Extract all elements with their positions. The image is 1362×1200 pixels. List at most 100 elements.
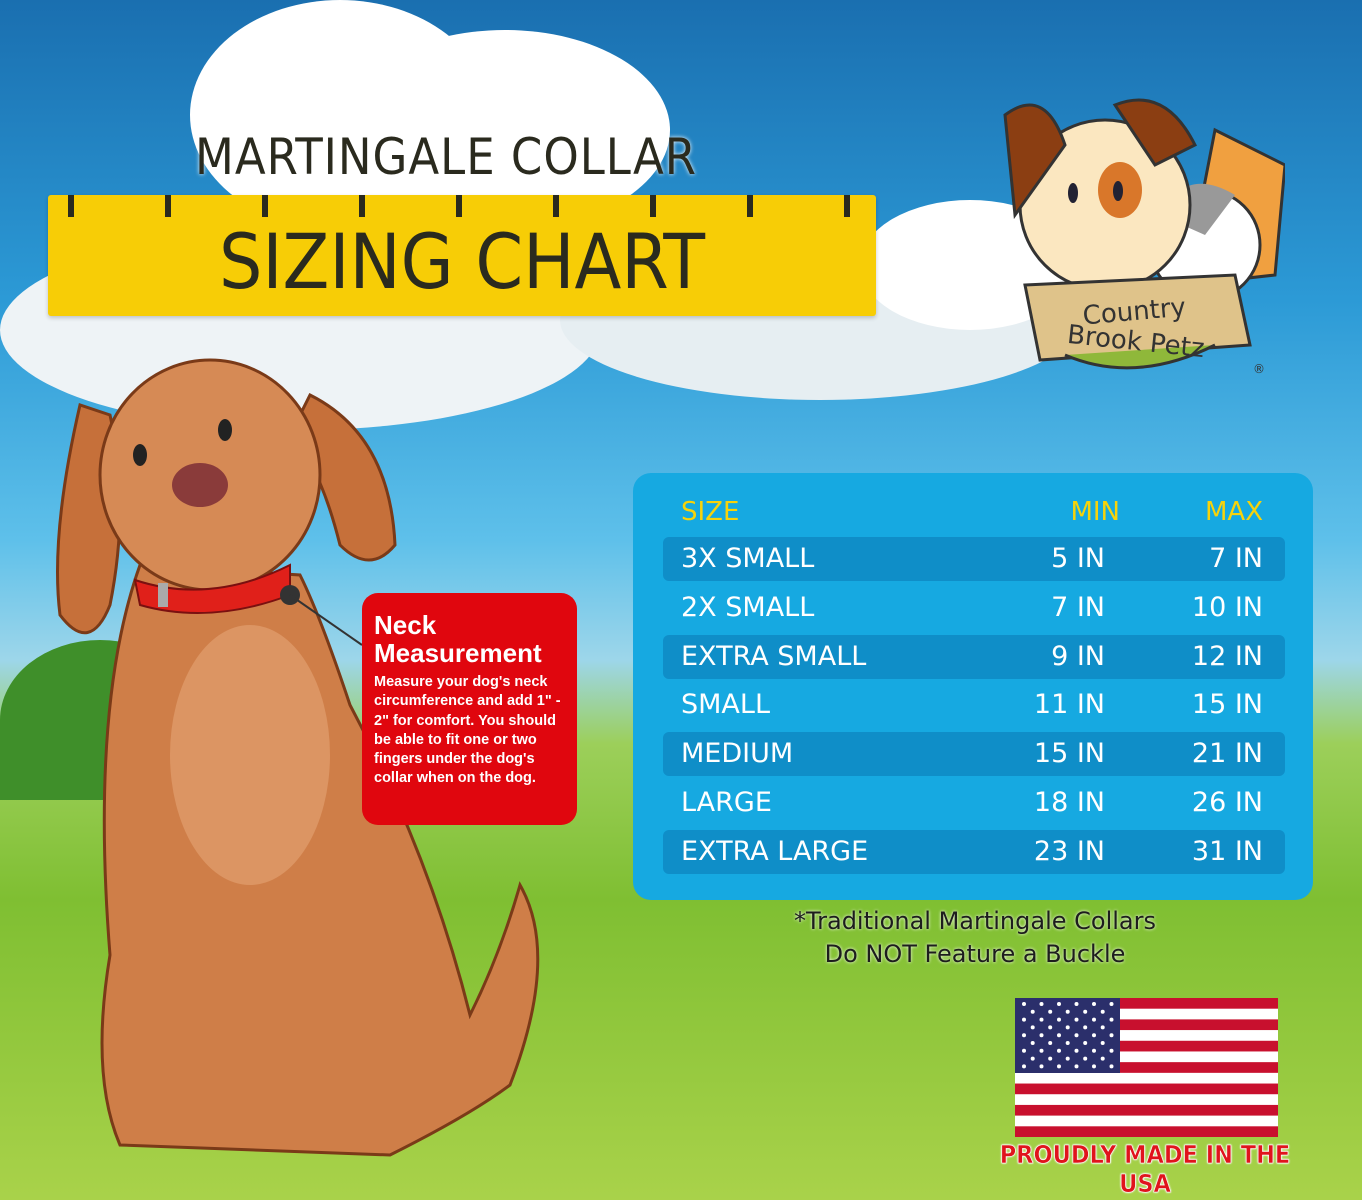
flag-star (1100, 1056, 1105, 1061)
flag-star (1092, 1033, 1096, 1038)
flag-star (1039, 1064, 1044, 1069)
flag-star (1100, 1025, 1105, 1030)
table-row: MEDIUM 15 IN 21 IN (663, 732, 1285, 777)
table-row: 3X SMALL 5 IN 7 IN (663, 537, 1285, 581)
flag-canton (1015, 998, 1120, 1073)
flag-star (1074, 1017, 1079, 1022)
title-line1: MARTINGALE COLLAR (195, 128, 698, 186)
flag-star (1030, 1025, 1035, 1030)
flag-stripe (1015, 1083, 1278, 1095)
min-cell: 18 IN (1033, 787, 1105, 818)
country-brook-petz-logo: Country Brook Petz ® (1003, 98, 1285, 376)
size-cell: EXTRA SMALL (681, 640, 867, 672)
min-cell: 11 IN (1033, 689, 1105, 721)
flag-stripe (1015, 1072, 1278, 1084)
flag-star (1030, 1009, 1035, 1014)
neck-heading-2: Measurement (374, 638, 542, 668)
size-cell: SMALL (681, 689, 770, 721)
ruler-banner: SIZING CHART (48, 195, 876, 316)
flag-star (1039, 1002, 1044, 1006)
flag-star (1092, 1064, 1096, 1069)
flag-star (1083, 1025, 1088, 1030)
size-cell: 3X SMALL (681, 543, 815, 574)
sizing-table: SIZE MIN MAX 3X SMALL 5 IN 7 IN 2X SMALL 7 I… (633, 473, 1313, 900)
neck-instructions: Measure your dog's neck circumference an… (374, 674, 561, 787)
flag-star (1048, 1056, 1053, 1061)
size-cell: EXTRA LARGE (681, 835, 869, 867)
table-row: SMALL 11 IN 15 IN (663, 683, 1285, 727)
flag-star (1057, 1033, 1061, 1038)
flag-star (1100, 1009, 1105, 1014)
flag-star (1057, 1002, 1061, 1006)
max-cell: 26 IN (1191, 787, 1263, 818)
flag-star (1065, 1056, 1070, 1061)
buckle-note: *Traditional Martingale Collars Do NOT F… (770, 905, 1180, 971)
flag-star (1030, 1056, 1035, 1061)
flag-stripe (1015, 1062, 1278, 1074)
note-line1: *Traditional Martingale Collars (793, 907, 1156, 935)
min-cell: 9 IN (1051, 640, 1105, 672)
flag-star (1065, 1009, 1070, 1014)
flag-star (1109, 1048, 1114, 1053)
flag-star (1039, 1017, 1044, 1022)
title-line2: SIZING CHART (218, 217, 706, 306)
table-row: EXTRA SMALL 9 IN 12 IN (663, 634, 1285, 679)
header-max: MAX (1204, 497, 1263, 527)
flag-star (1039, 1033, 1044, 1038)
max-cell: 10 IN (1191, 591, 1263, 623)
flag-star (1065, 1025, 1070, 1030)
flag-star (1109, 1033, 1114, 1038)
flag-star (1109, 1017, 1114, 1022)
flag-star (1030, 1041, 1035, 1045)
made-in-usa-text: PROUDLY MADE IN THE USA (999, 1140, 1291, 1199)
flag-star (1048, 1009, 1053, 1014)
flag-star (1022, 1064, 1026, 1069)
size-cell: MEDIUM (681, 738, 794, 770)
flag-star (1022, 1002, 1026, 1006)
min-cell: 23 IN (1033, 835, 1105, 867)
flag-star (1109, 1002, 1114, 1006)
flag-stripe (1015, 1094, 1278, 1106)
min-cell: 15 IN (1033, 738, 1105, 770)
flag-star (1100, 1041, 1105, 1045)
max-cell: 21 IN (1191, 738, 1263, 770)
flag-star (1074, 1048, 1079, 1053)
svg-text:®: ® (1253, 362, 1265, 376)
header-size: SIZE (681, 497, 740, 527)
flag-star (1022, 1048, 1026, 1053)
neck-heading-1: Neck (374, 610, 437, 640)
flag-star (1074, 1033, 1079, 1038)
flag-star (1083, 1041, 1088, 1045)
flag-star (1092, 1017, 1096, 1022)
flag-star (1048, 1041, 1053, 1045)
flag-stripe (1015, 998, 1278, 1009)
min-cell: 7 IN (1051, 591, 1105, 623)
header-min: MIN (1070, 497, 1120, 527)
flag-star (1065, 1041, 1070, 1045)
flag-stripe (1015, 1040, 1278, 1052)
table-row: EXTRA LARGE 23 IN 31 IN (663, 829, 1285, 874)
flag-star (1022, 1033, 1026, 1038)
table-row: 2X SMALL 7 IN 10 IN (663, 586, 1285, 630)
flag-stripe (1015, 1126, 1278, 1137)
flag-star (1109, 1064, 1114, 1069)
flag-stripe (1015, 1115, 1278, 1127)
size-cell: LARGE (681, 787, 772, 818)
flag-star (1057, 1017, 1061, 1022)
flag-stripe (1015, 1008, 1278, 1020)
dog-illustration (56, 358, 540, 1157)
note-line2: Do NOT Feature a Buckle (824, 940, 1126, 968)
flag-star (1057, 1064, 1061, 1069)
max-cell: 7 IN (1209, 543, 1263, 574)
flag-star (1048, 1025, 1053, 1030)
min-cell: 5 IN (1051, 543, 1105, 574)
flag-star (1083, 1009, 1088, 1014)
flag-star (1083, 1056, 1088, 1061)
max-cell: 31 IN (1191, 835, 1263, 867)
neck-measurement-box: Neck Measurement Measure your dog's neck… (362, 593, 577, 825)
max-cell: 12 IN (1191, 640, 1263, 672)
flag-star (1092, 1048, 1096, 1053)
flag-stripe (1015, 1051, 1278, 1063)
flag-stripe (1015, 1030, 1278, 1042)
usa-flag (1015, 998, 1278, 1137)
